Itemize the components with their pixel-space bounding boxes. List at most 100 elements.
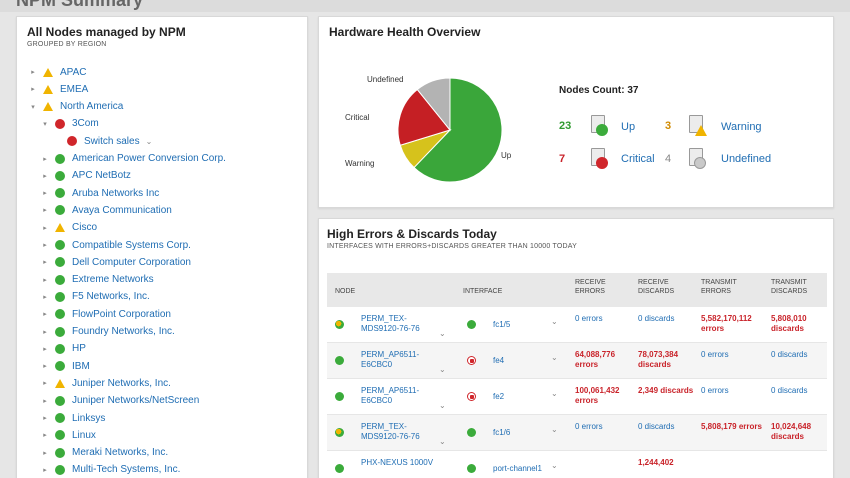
- pie-slice-critical[interactable]: [397, 88, 451, 146]
- caret-right-icon[interactable]: ▸: [43, 397, 47, 405]
- tree-item[interactable]: ▸ Juniper Networks, Inc.: [41, 375, 171, 391]
- chevron-down-icon[interactable]: ⌄: [551, 389, 558, 398]
- chevron-down-icon[interactable]: ⌄: [551, 317, 558, 326]
- chevron-down-icon[interactable]: ⌄: [439, 329, 446, 338]
- tree-item[interactable]: ▸ F5 Networks, Inc.: [41, 289, 150, 305]
- caret-right-icon[interactable]: ▸: [43, 259, 47, 267]
- tree-item-label[interactable]: Foundry Networks, Inc.: [72, 326, 175, 337]
- tree-item-label[interactable]: EMEA: [60, 83, 89, 95]
- interface-link[interactable]: fc1/6: [493, 428, 511, 437]
- tree-item[interactable]: ▸ Extreme Networks: [41, 272, 154, 288]
- tree-item[interactable]: ▸ Linksys: [41, 410, 105, 426]
- col-receive-errors[interactable]: RECEIVE ERRORS: [575, 279, 606, 295]
- caret-right-icon[interactable]: ▸: [43, 172, 47, 180]
- node-link[interactable]: PHX-NEXUS 1000V: [361, 458, 434, 467]
- caret-right-icon[interactable]: ▸: [43, 449, 47, 457]
- caret-right-icon[interactable]: ▸: [43, 345, 47, 353]
- node-link[interactable]: PERM_TEX-MDS9120-76-76: [361, 422, 420, 441]
- chevron-down-icon[interactable]: ⌄: [551, 461, 558, 470]
- caret-right-icon[interactable]: ▸: [31, 69, 35, 76]
- pie-slice-undefined[interactable]: [416, 77, 451, 132]
- caret-right-icon[interactable]: ▸: [43, 380, 47, 388]
- tree-item-label[interactable]: Dell Computer Corporation: [72, 256, 191, 268]
- caret-right-icon[interactable]: ▸: [43, 276, 47, 284]
- tree-item[interactable]: ▾ North America: [29, 99, 123, 115]
- tree-item-label[interactable]: Linksys: [72, 412, 106, 424]
- chevron-down-icon[interactable]: ⌄: [439, 473, 446, 478]
- status-warning-link[interactable]: Warning: [721, 121, 762, 133]
- tree-item[interactable]: ▾ 3Com: [41, 116, 99, 132]
- col-transmit-discards[interactable]: TRANSMIT DISCARDS: [771, 279, 808, 295]
- col-node[interactable]: NODE: [335, 288, 356, 295]
- chevron-down-icon[interactable]: ⌄: [439, 401, 446, 410]
- tree-item-label[interactable]: American Power Conversion Corp.: [72, 153, 226, 164]
- caret-right-icon[interactable]: ▸: [43, 311, 47, 319]
- tree-item[interactable]: ▸ Linux: [41, 427, 96, 443]
- tree-item[interactable]: ▸ FlowPoint Corporation: [41, 306, 171, 322]
- tree-item[interactable]: ▸ Compatible Systems Corp.: [41, 237, 191, 253]
- node-link[interactable]: PERM_AP6511-E6CBC0: [361, 386, 420, 405]
- caret-right-icon[interactable]: ▸: [43, 207, 47, 215]
- tree-item[interactable]: ▸ APAC: [29, 64, 87, 80]
- chevron-down-icon[interactable]: ⌄: [439, 365, 446, 374]
- tree-item[interactable]: ▸ Multi-Tech Systems, Inc.: [41, 462, 180, 478]
- table-row[interactable]: PERM_AP6511-E6CBC0 ⌄ fe4 ⌄ 64,088,776 er…: [327, 343, 827, 379]
- node-link[interactable]: PERM_TEX-MDS9120-76-76: [361, 314, 420, 333]
- pie-slice-up[interactable]: [413, 77, 503, 183]
- tree-item[interactable]: ▸ Foundry Networks, Inc.: [41, 324, 175, 340]
- tree-item[interactable]: ▸ Avaya Communication: [41, 202, 172, 218]
- tree-item[interactable]: ▸ HP: [41, 341, 86, 357]
- chevron-down-icon[interactable]: ⌄: [551, 353, 558, 362]
- table-row[interactable]: PHX-NEXUS 1000V ⌄ port-channel1 ⌄ 1,244,…: [327, 451, 827, 478]
- caret-right-icon[interactable]: ▸: [43, 415, 47, 422]
- tree-item[interactable]: Switch sales ⌄: [53, 133, 152, 149]
- caret-right-icon[interactable]: ▸: [43, 242, 47, 249]
- tree-item-label[interactable]: Cisco: [72, 222, 98, 234]
- tree-item-label[interactable]: APAC: [60, 66, 87, 78]
- tree-item[interactable]: ▸ Cisco: [41, 220, 97, 236]
- chevron-down-icon[interactable]: ⌄: [439, 437, 446, 446]
- tree-item-label[interactable]: Multi-Tech Systems, Inc.: [72, 464, 181, 476]
- tree-item-label[interactable]: Avaya Communication: [72, 204, 172, 216]
- status-up-link[interactable]: Up: [621, 121, 636, 133]
- status-undefined-link[interactable]: Undefined: [721, 153, 772, 165]
- tree-item-label[interactable]: Extreme Networks: [72, 274, 154, 286]
- caret-down-icon[interactable]: ▾: [31, 103, 35, 111]
- status-critical-link[interactable]: Critical: [621, 153, 655, 165]
- caret-right-icon[interactable]: ▸: [43, 224, 47, 232]
- col-transmit-errors[interactable]: TRANSMIT ERRORS: [701, 279, 737, 295]
- caret-right-icon[interactable]: ▸: [43, 432, 47, 440]
- tree-item[interactable]: ▸ IBM: [41, 358, 90, 374]
- col-receive-discards[interactable]: RECEIVE DISCARDS: [638, 279, 675, 295]
- interface-link[interactable]: fc1/5: [493, 320, 511, 329]
- tree-item-label[interactable]: HP: [72, 343, 86, 355]
- tree-item-label[interactable]: 3Com: [72, 118, 99, 130]
- tree-item-label[interactable]: Juniper Networks/NetScreen: [72, 395, 200, 407]
- caret-right-icon[interactable]: ▸: [43, 466, 47, 474]
- tree-item-label[interactable]: Juniper Networks, Inc.: [72, 377, 171, 389]
- interface-link[interactable]: port-channel1: [493, 464, 542, 473]
- tree-item-label[interactable]: APC NetBotz: [72, 170, 131, 182]
- tree-item-label[interactable]: FlowPoint Corporation: [72, 308, 171, 320]
- caret-right-icon[interactable]: ▸: [43, 190, 47, 198]
- tree-item-label[interactable]: Meraki Networks, Inc.: [72, 447, 169, 459]
- tree-item-label[interactable]: Compatible Systems Corp.: [72, 239, 191, 251]
- node-link[interactable]: PERM_AP6511-E6CBC0: [361, 350, 420, 369]
- caret-right-icon[interactable]: ▸: [43, 155, 47, 163]
- tree-item-label[interactable]: Linux: [72, 429, 96, 441]
- interface-link[interactable]: fe2: [493, 392, 505, 401]
- tree-item[interactable]: ▸ Aruba Networks Inc: [41, 185, 159, 201]
- tree-item[interactable]: ▸ American Power Conversion Corp.: [41, 151, 226, 167]
- caret-right-icon[interactable]: ▸: [31, 86, 35, 94]
- tree-item-label[interactable]: F5 Networks, Inc.: [72, 291, 150, 303]
- table-row[interactable]: PERM_TEX-MDS9120-76-76 ⌄ fc1/6 ⌄ 0 error…: [327, 415, 827, 451]
- tree-item[interactable]: ▸ Dell Computer Corporation: [41, 254, 191, 270]
- caret-right-icon[interactable]: ▸: [43, 293, 47, 301]
- tree-item-label[interactable]: IBM: [72, 360, 90, 372]
- chevron-down-icon[interactable]: ⌄: [551, 425, 558, 434]
- col-interface[interactable]: INTERFACE: [463, 288, 503, 295]
- tree-item[interactable]: ▸ APC NetBotz: [41, 168, 131, 184]
- caret-right-icon[interactable]: ▸: [43, 328, 47, 336]
- tree-item-label[interactable]: North America: [60, 101, 124, 113]
- table-row[interactable]: PERM_TEX-MDS9120-76-76 ⌄ fc1/5 ⌄ 0 error…: [327, 307, 827, 343]
